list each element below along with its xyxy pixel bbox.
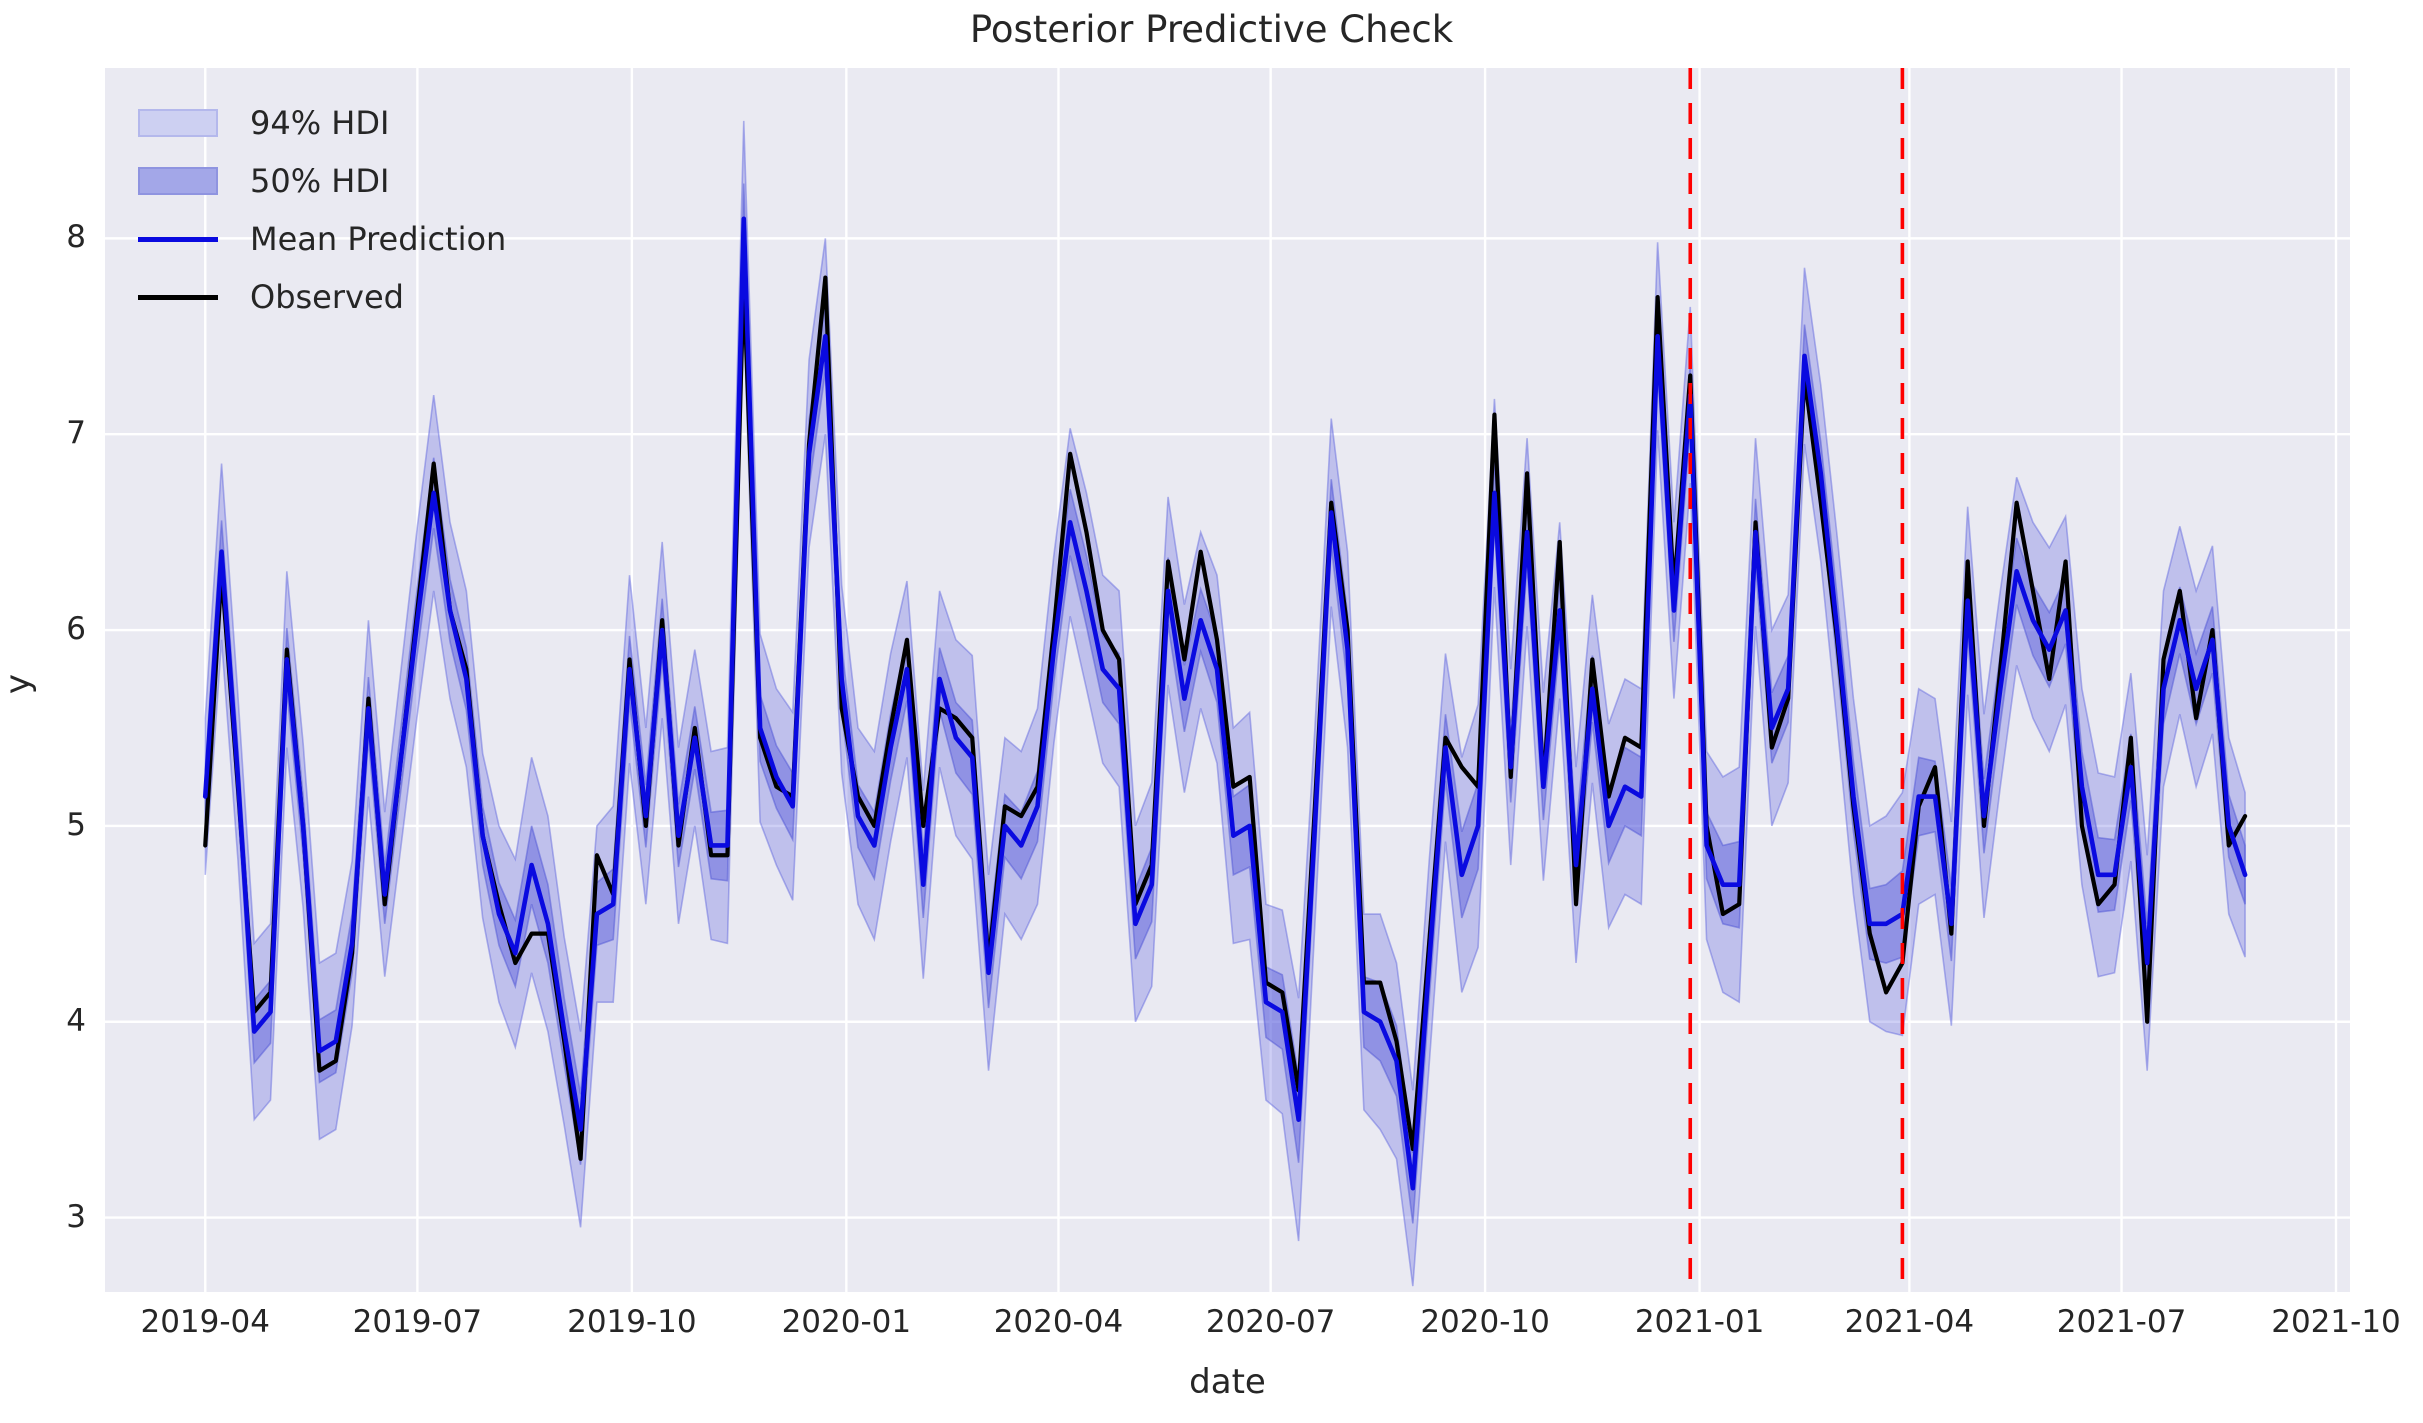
y-tick-label: 4 [66,1002,86,1039]
x-tick-label: 2019-10 [567,1304,697,1340]
x-tick-label: 2021-01 [1634,1304,1765,1340]
legend-item-50-hdi: 50% HDI [138,152,506,210]
legend-label: Observed [250,278,404,316]
y-tick-label: 8 [66,219,86,256]
hdi-50-band [204,183,2246,1224]
y-tick-label: 5 [66,806,86,843]
x-axis-label: date [1189,1362,1266,1402]
observed-line [203,275,2248,1161]
x-tick-label: 2021-07 [2056,1304,2187,1340]
x-tick-label: 2020-04 [993,1304,1124,1340]
legend-patch-swatch [138,109,218,137]
legend-line-swatch [138,294,218,300]
gridlines [105,68,2350,1292]
legend-label: Mean Prediction [250,220,507,258]
y-tick-label: 6 [66,611,86,648]
x-tick-label: 2020-07 [1205,1304,1336,1340]
legend: 94% HDI 50% HDI Mean Prediction Observed [138,94,506,326]
legend-label: 50% HDI [250,162,390,200]
series-lines [202,216,2248,1191]
x-tick-label: 2020-10 [1420,1304,1550,1340]
forecast-boundary-lines [1688,68,1905,1292]
chart-title: Posterior Predictive Check [969,8,1454,51]
legend-item-94-hdi: 94% HDI [138,94,506,152]
y-tick-label: 7 [66,415,86,452]
x-tick-label: 2020-01 [781,1304,912,1340]
x-tick-label: 2019-07 [352,1304,483,1340]
legend-item-mean-prediction: Mean Prediction [138,210,506,268]
y-tick-label: 3 [66,1198,86,1235]
legend-label: 94% HDI [250,104,390,142]
legend-patch-swatch [138,167,218,195]
legend-item-observed: Observed [138,268,506,326]
x-tick-label: 2021-04 [1844,1304,1975,1340]
x-tick-label: 2021-10 [2271,1304,2401,1340]
legend-line-swatch [138,236,218,242]
mean-prediction-line [202,216,2248,1191]
x-tick-label: 2019-04 [140,1304,270,1340]
